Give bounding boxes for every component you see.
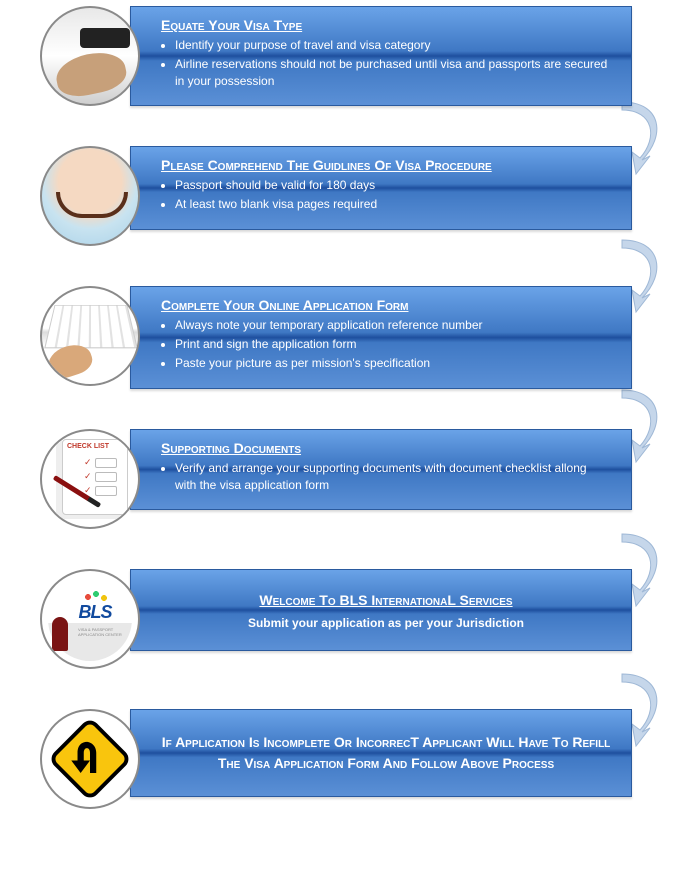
bullet: Print and sign the application form [175, 336, 611, 353]
hands-typing-icon [40, 6, 140, 106]
step-5: BLS VISA & PASSPORT APPLICATION CENTER W… [40, 569, 632, 669]
step-1: Equate Your Visa Type Identify your purp… [40, 6, 632, 106]
uturn-sign-icon [40, 709, 140, 809]
step-1-banner: Equate Your Visa Type Identify your purp… [130, 6, 632, 106]
step-6-banner: If Application Is Incomplete Or Incorrec… [130, 709, 632, 797]
step-3: Complete Your Online Application Form Al… [40, 286, 632, 388]
bullet: Always note your temporary application r… [175, 317, 611, 334]
step-2-banner: Please Comprehend The Guidlines Of Visa … [130, 146, 632, 230]
step-5-title: Welcome To BLS InternationaL Services [161, 584, 611, 610]
step-1-bullets: Identify your purpose of travel and visa… [161, 37, 611, 89]
step-4: Supporting Documents Verify and arrange … [40, 429, 632, 529]
bullet: Passport should be valid for 180 days [175, 177, 611, 194]
bullet: Airline reservations should not be purch… [175, 56, 611, 90]
bullet: Verify and arrange your supporting docum… [175, 460, 611, 494]
person-glasses-icon [40, 146, 140, 246]
step-4-title: Supporting Documents [161, 440, 611, 456]
step-2: Please Comprehend The Guidlines Of Visa … [40, 146, 632, 246]
step-6: If Application Is Incomplete Or Incorrec… [40, 709, 632, 809]
step-3-title: Complete Your Online Application Form [161, 297, 611, 313]
bullet: Identify your purpose of travel and visa… [175, 37, 611, 54]
step-3-bullets: Always note your temporary application r… [161, 317, 611, 371]
step-1-title: Equate Your Visa Type [161, 17, 611, 33]
step-6-text: If Application Is Incomplete Or Incorrec… [161, 728, 611, 778]
step-5-sub: Submit your application as per your Juri… [161, 610, 611, 632]
step-2-title: Please Comprehend The Guidlines Of Visa … [161, 157, 611, 173]
bls-office-icon: BLS VISA & PASSPORT APPLICATION CENTER [40, 569, 140, 669]
step-3-banner: Complete Your Online Application Form Al… [130, 286, 632, 388]
step-5-banner: Welcome To BLS InternationaL Services Su… [130, 569, 632, 651]
step-4-banner: Supporting Documents Verify and arrange … [130, 429, 632, 511]
bullet: At least two blank visa pages required [175, 196, 611, 213]
keyboard-hand-icon [40, 286, 140, 386]
step-2-bullets: Passport should be valid for 180 days At… [161, 177, 611, 213]
step-4-bullets: Verify and arrange your supporting docum… [161, 460, 611, 494]
bullet: Paste your picture as per mission's spec… [175, 355, 611, 372]
checklist-icon [40, 429, 140, 529]
